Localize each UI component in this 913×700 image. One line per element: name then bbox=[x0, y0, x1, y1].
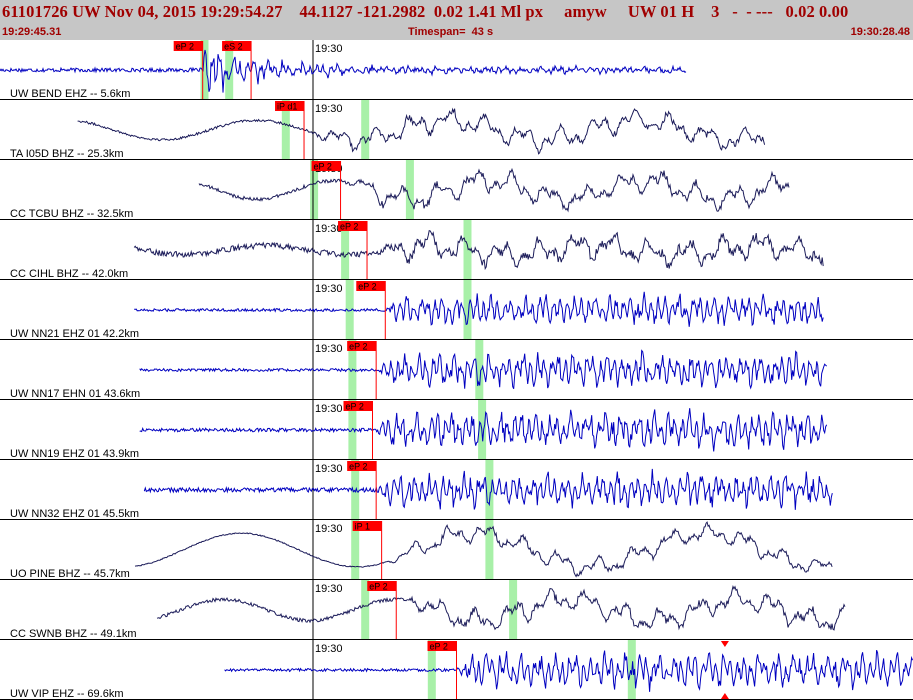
waveform bbox=[134, 521, 833, 578]
waveform bbox=[139, 349, 828, 390]
phase-window-band bbox=[463, 220, 472, 280]
phase-window-band bbox=[345, 280, 354, 340]
station-label: CC TCBU BHZ -- 32.5km bbox=[10, 208, 133, 220]
waveform bbox=[143, 468, 833, 510]
phase-pick-flag[interactable] bbox=[352, 521, 382, 531]
minute-label: 19:30 bbox=[315, 283, 343, 295]
phase-window-band bbox=[348, 400, 357, 460]
phase-pick-label: eP 2 bbox=[430, 642, 448, 652]
phase-pick-label: eP 2 bbox=[349, 462, 367, 472]
phase-pick-label: eP 2 bbox=[314, 162, 332, 172]
waveform bbox=[77, 107, 766, 155]
phase-window-band bbox=[361, 100, 370, 160]
phase-pick-flag[interactable] bbox=[356, 281, 386, 291]
phase-window-band bbox=[351, 520, 360, 580]
phase-pick-label: eP 2 bbox=[346, 402, 364, 412]
phase-pick-flag[interactable] bbox=[338, 221, 368, 231]
minute-label: 19:30 bbox=[315, 583, 343, 595]
phase-pick-flag[interactable] bbox=[222, 41, 252, 51]
phase-window-band bbox=[225, 40, 234, 100]
phase-window-band bbox=[463, 280, 472, 340]
minute-label: 19:30 bbox=[315, 403, 343, 415]
phase-pick-label: eP 2 bbox=[369, 582, 387, 592]
waveform bbox=[133, 229, 824, 271]
triangle-marker-icon[interactable] bbox=[720, 641, 729, 647]
waveform bbox=[0, 49, 687, 93]
phase-window-band bbox=[281, 100, 290, 160]
trace-panel[interactable]: 19:30 eP 2 UW NN19 EHZ 01 43.9km bbox=[0, 400, 913, 460]
phase-window-band bbox=[485, 460, 494, 520]
triangle-marker-icon[interactable] bbox=[720, 693, 729, 699]
waveform bbox=[156, 584, 846, 631]
trace-panel[interactable]: 19:30 eP 2 UW NN32 EHZ 01 45.5km bbox=[0, 460, 913, 520]
minute-label: 19:30 bbox=[315, 343, 343, 355]
phase-window-band bbox=[485, 520, 494, 580]
station-label: UO PINE BHZ -- 45.7km bbox=[10, 568, 130, 580]
station-label: UW NN32 EHZ 01 45.5km bbox=[10, 508, 139, 520]
phase-pick-flag[interactable] bbox=[343, 401, 373, 411]
minute-label: 19:30 bbox=[315, 463, 343, 475]
timespan-label: Timespan= 43 s bbox=[408, 26, 494, 38]
phase-window-band bbox=[351, 460, 360, 520]
phase-pick-flag[interactable] bbox=[427, 641, 457, 651]
phase-window-band bbox=[361, 580, 370, 640]
minute-label: 19:30 bbox=[315, 523, 343, 535]
phase-pick-label: iP d1 bbox=[277, 102, 297, 112]
minute-label: 19:30 bbox=[315, 103, 343, 115]
station-label: UW NN19 EHZ 01 43.9km bbox=[10, 448, 139, 460]
phase-window-band bbox=[200, 40, 209, 100]
station-label: UW VIP EHZ -- 69.6km bbox=[10, 688, 123, 700]
trace-panel[interactable]: 19:30 eP 2 UW NN21 EHZ 01 42.2km bbox=[0, 280, 913, 340]
phase-window-band bbox=[475, 340, 484, 400]
waveform bbox=[198, 167, 790, 213]
end-time-label: 19:30:28.48 bbox=[850, 26, 910, 38]
phase-window-band bbox=[341, 220, 350, 280]
trace-panel[interactable]: 19:30 iP 1 UO PINE BHZ -- 45.7km bbox=[0, 520, 913, 580]
phase-pick-label: eP 2 bbox=[349, 342, 367, 352]
trace-panel[interactable]: 19:30 iP d1 TA I05D BHZ -- 25.3km bbox=[0, 100, 913, 160]
phase-pick-flag[interactable] bbox=[367, 581, 397, 591]
waveform bbox=[139, 408, 828, 452]
phase-pick-label: eP 2 bbox=[358, 282, 376, 292]
phase-pick-flag[interactable] bbox=[347, 341, 377, 351]
station-label: TA I05D BHZ -- 25.3km bbox=[10, 148, 124, 160]
phase-window-band bbox=[405, 160, 414, 220]
event-header: 61101726 UW Nov 04, 2015 19:29:54.27 44.… bbox=[0, 0, 913, 40]
minute-label: 19:30 bbox=[315, 223, 343, 235]
waveform bbox=[224, 650, 913, 692]
station-label: UW NN21 EHZ 01 42.2km bbox=[10, 328, 139, 340]
trace-panel[interactable]: 19:30 eP 2 eS 2 UW BEND EHZ -- 5.6km bbox=[0, 40, 913, 100]
phase-pick-flag[interactable] bbox=[347, 461, 377, 471]
trace-panel[interactable]: 19:30 eP 2 UW NN17 EHN 01 43.6km bbox=[0, 340, 913, 400]
phase-pick-label: iP 1 bbox=[355, 522, 370, 532]
start-time-label: 19:29:45.31 bbox=[2, 26, 62, 38]
phase-window-band bbox=[427, 640, 436, 700]
station-label: UW NN17 EHN 01 43.6km bbox=[10, 388, 140, 400]
phase-pick-flag[interactable] bbox=[275, 101, 305, 111]
event-summary-line: 61101726 UW Nov 04, 2015 19:29:54.27 44.… bbox=[2, 2, 849, 21]
phase-pick-flag[interactable] bbox=[173, 41, 203, 51]
phase-pick-label: eP 2 bbox=[340, 222, 358, 232]
waveform bbox=[134, 291, 824, 327]
phase-pick-flag[interactable] bbox=[311, 161, 341, 171]
station-label: UW BEND EHZ -- 5.6km bbox=[10, 88, 130, 100]
minute-label: 19:30 bbox=[315, 643, 343, 655]
phase-pick-label: eS 2 bbox=[224, 42, 243, 52]
station-label: CC CIHL BHZ -- 42.0km bbox=[10, 268, 128, 280]
station-label: CC SWNB BHZ -- 49.1km bbox=[10, 628, 137, 640]
phase-window-band bbox=[310, 160, 319, 220]
trace-panel[interactable]: 19:30 eP 2 UW VIP EHZ -- 69.6km bbox=[0, 640, 913, 700]
phase-pick-label: eP 2 bbox=[176, 42, 194, 52]
trace-panel[interactable]: 19:30 eP 2 CC SWNB BHZ -- 49.1km bbox=[0, 580, 913, 640]
minute-label: 19:30 bbox=[315, 43, 343, 55]
